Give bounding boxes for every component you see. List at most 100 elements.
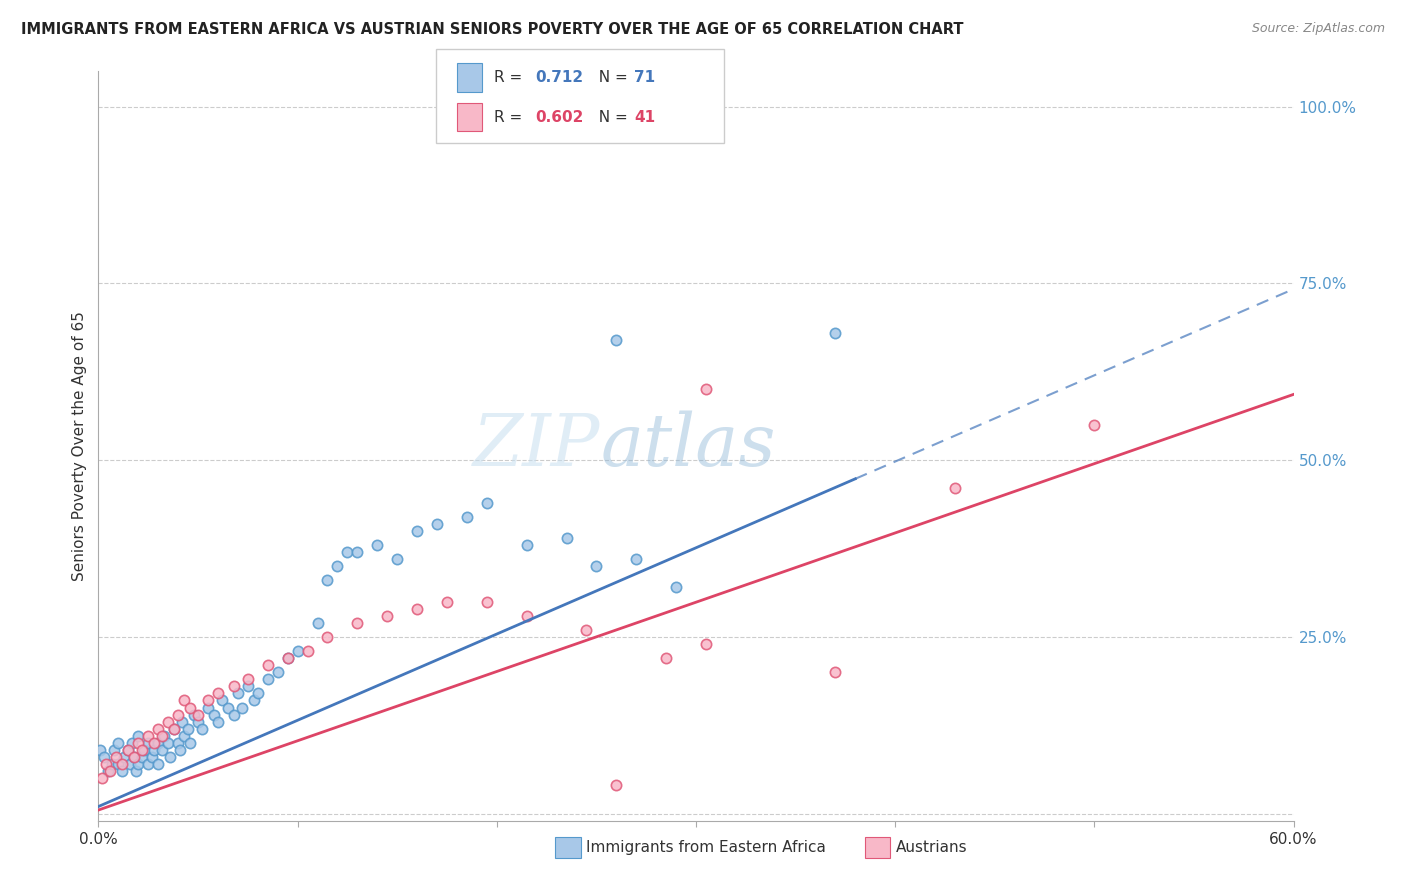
Point (191, 722, 214, 736)
Point (202, 707, 225, 722)
Point (236, 673, 259, 687)
Point (173, 693, 195, 707)
Point (207, 686, 229, 700)
Point (243, 693, 266, 707)
Point (326, 559, 349, 574)
Point (516, 608, 538, 623)
Point (150, 743, 173, 757)
Point (148, 736, 170, 750)
Point (226, 686, 249, 700)
Point (665, 580, 688, 594)
Point (172, 714, 194, 729)
Point (136, 757, 159, 772)
Point (96, 757, 118, 772)
Point (167, 736, 190, 750)
Point (236, 679, 259, 693)
Point (277, 651, 299, 665)
Point (824, 326, 846, 340)
Point (105, 750, 128, 764)
Text: N =: N = (589, 70, 633, 85)
Point (125, 764, 148, 779)
Point (89, 743, 111, 757)
Point (157, 714, 180, 729)
Point (159, 750, 181, 764)
Point (267, 665, 290, 680)
Point (153, 729, 176, 743)
Point (107, 736, 129, 750)
Point (585, 559, 607, 574)
Y-axis label: Seniors Poverty Over the Age of 65: Seniors Poverty Over the Age of 65 (72, 311, 87, 581)
Point (187, 707, 209, 722)
Point (207, 714, 229, 729)
Text: Austrians: Austrians (896, 840, 967, 855)
Point (98, 764, 122, 779)
Point (111, 757, 134, 772)
Text: 0.712: 0.712 (536, 70, 583, 85)
Point (163, 722, 186, 736)
Point (136, 729, 159, 743)
Point (456, 509, 478, 524)
Point (120, 757, 142, 772)
Point (131, 743, 153, 757)
Point (177, 722, 200, 736)
Text: 71: 71 (634, 70, 655, 85)
Point (406, 524, 429, 538)
Text: atlas: atlas (600, 410, 776, 482)
Point (605, 333, 627, 347)
Point (277, 651, 299, 665)
Point (163, 722, 186, 736)
Point (131, 750, 153, 764)
Point (222, 707, 245, 722)
Text: Source: ZipAtlas.com: Source: ZipAtlas.com (1251, 22, 1385, 36)
Point (256, 673, 278, 687)
Point (655, 651, 678, 665)
Text: R =: R = (494, 70, 527, 85)
Point (336, 545, 359, 559)
Point (148, 722, 170, 736)
Point (121, 736, 143, 750)
Point (346, 615, 368, 630)
Point (475, 594, 498, 608)
Point (150, 729, 173, 743)
Text: N =: N = (589, 110, 633, 125)
Point (287, 644, 309, 658)
Point (231, 700, 253, 714)
Point (143, 736, 166, 750)
Point (134, 743, 156, 757)
Point (217, 700, 239, 714)
Point (695, 637, 717, 651)
Point (136, 736, 159, 750)
Point (297, 644, 319, 658)
Point (103, 743, 125, 757)
Point (127, 757, 149, 772)
Point (626, 552, 648, 566)
Point (179, 700, 201, 714)
Point (173, 729, 195, 743)
Point (91, 771, 114, 785)
Point (256, 658, 278, 673)
Point (117, 743, 139, 757)
Point (346, 545, 368, 559)
Text: 41: 41 (634, 110, 655, 125)
Point (307, 615, 329, 630)
Point (406, 601, 429, 615)
Point (516, 538, 538, 552)
Point (117, 743, 139, 757)
Point (316, 630, 339, 644)
Point (222, 679, 245, 693)
Point (169, 743, 191, 757)
Point (943, 482, 966, 496)
Point (93, 750, 115, 764)
Point (127, 729, 149, 743)
Point (107, 757, 129, 772)
Point (375, 608, 398, 623)
Point (141, 750, 163, 764)
Point (157, 736, 180, 750)
Point (187, 714, 209, 729)
Text: 0.602: 0.602 (536, 110, 583, 125)
Point (179, 736, 201, 750)
Point (97, 764, 120, 779)
Point (475, 495, 498, 509)
Point (555, 531, 578, 545)
Point (366, 538, 388, 552)
